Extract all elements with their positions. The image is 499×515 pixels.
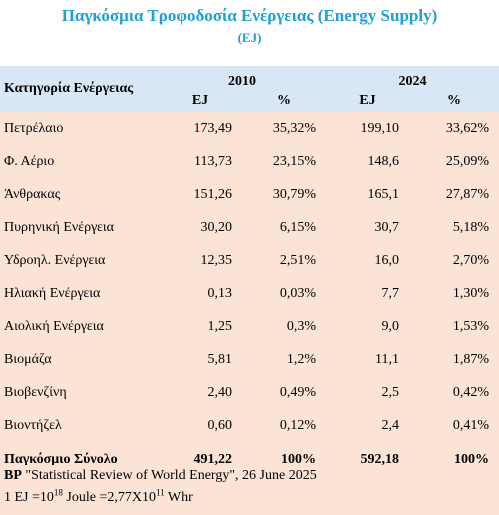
row-ej-2010: 113,73 (194, 153, 232, 169)
pct-2010-header: % (277, 93, 291, 108)
conversion-part-a: 1 EJ =10 (4, 490, 54, 505)
row-ej-2024: 165,1 (367, 186, 400, 202)
table-row: Υδροηλ. Ενέργεια 12,35 2,51% 16,0 2,70% (0, 244, 499, 277)
year-2010-header: 2010 (228, 74, 256, 89)
row-pct-2024: 33,62% (445, 120, 489, 136)
row-ej-2010: 1,25 (207, 318, 233, 334)
row-pct-2024: 0,41% (452, 417, 489, 433)
row-pct-2010: 0,3% (286, 318, 316, 334)
row-ej-2024: 148,6 (367, 153, 400, 169)
row-ej-2024: 11,1 (375, 351, 399, 367)
row-name: Βιομάζα (4, 351, 52, 367)
total-pct-2010: 100% (281, 452, 316, 467)
table-row: Φ. Αέριο 113,73 23,15% 148,6 25,09% (0, 145, 499, 178)
row-pct-2010: 35,32% (272, 120, 316, 136)
table-row: Βιομάζα 5,81 1,2% 11,1 1,87% (0, 343, 499, 376)
row-name: Βιοβενζίνη (4, 384, 67, 400)
ej-2010-header: EJ (191, 93, 209, 108)
row-ej-2010: 0,60 (207, 417, 233, 433)
row-name: Φ. Αέριο (4, 153, 55, 169)
table-row: Πυρηνική Ενέργεια 30,20 6,15% 30,7 5,18% (0, 211, 499, 244)
row-pct-2010: 30,79% (272, 186, 316, 202)
footer-notes: BP "Statistical Review of World Energy",… (0, 465, 499, 515)
row-ej-2010: 0,13 (207, 285, 233, 301)
row-pct-2010: 1,2% (286, 351, 316, 367)
row-pct-2024: 1,87% (452, 351, 489, 367)
header-row-years: Κατηγορία Ενέργειας 2010 2024 (0, 66, 499, 96)
table-row: Άνθρακας 151,26 30,79% 165,1 27,87% (0, 178, 499, 211)
category-header: Κατηγορία Ενέργειας (4, 81, 134, 96)
total-name: Παγκόσμιο Σύνολο (4, 452, 118, 467)
table-row: Αιολική Ενέργεια 1,25 0,3% 9,0 1,53% (0, 310, 499, 343)
row-ej-2010: 2,40 (207, 384, 233, 400)
row-name: Πυρηνική Ενέργεια (4, 219, 114, 235)
row-ej-2024: 30,7 (374, 219, 400, 235)
row-ej-2024: 199,10 (360, 120, 400, 136)
row-pct-2010: 23,15% (272, 153, 316, 169)
pct-2024-header: % (447, 93, 461, 108)
row-ej-2010: 5,81 (207, 351, 233, 367)
conversion-line: 1 EJ =1018 Joule =2,77X1011 Whr (4, 487, 499, 509)
row-pct-2024: 1,30% (452, 285, 489, 301)
total-ej-2010: 491,22 (193, 452, 233, 467)
row-ej-2024: 16,0 (374, 252, 400, 268)
conversion-exponent-1: 18 (53, 487, 63, 498)
table-row: Πετρέλαιο 173,49 35,32% 199,10 33,62% (0, 112, 499, 145)
total-pct-2024: 100% (454, 452, 489, 467)
row-name: Άνθρακας (4, 186, 61, 202)
table-row: Βιοβενζίνη 2,40 0,49% 2,5 0,42% (0, 376, 499, 409)
row-pct-2010: 6,15% (279, 219, 316, 235)
row-ej-2024: 9,0 (381, 318, 400, 334)
row-pct-2024: 1,53% (452, 318, 489, 334)
table-row: Ηλιακή Ενέργεια 0,13 0,03% 7,7 1,30% (0, 277, 499, 310)
conversion-exponent-2: 11 (155, 487, 165, 498)
row-ej-2010: 30,20 (200, 219, 233, 235)
row-ej-2024: 7,7 (381, 285, 400, 301)
row-ej-2010: 12,35 (200, 252, 233, 268)
row-pct-2024: 25,09% (445, 153, 489, 169)
row-pct-2010: 0,12% (279, 417, 316, 433)
row-name: Βιοντήζελ (4, 417, 62, 433)
row-pct-2024: 0,42% (452, 384, 489, 400)
row-pct-2010: 0,03% (279, 285, 316, 301)
conversion-part-b: Joule =2,77X10 (62, 490, 156, 505)
row-name: Αιολική Ενέργεια (4, 318, 104, 334)
row-ej-2024: 2,5 (381, 384, 400, 400)
conversion-part-c: Whr (164, 490, 193, 505)
row-ej-2024: 2,4 (381, 417, 400, 433)
row-pct-2024: 2,70% (452, 252, 489, 268)
row-pct-2010: 2,51% (279, 252, 316, 268)
year-2024-header: 2024 (398, 74, 427, 89)
source-line: BP "Statistical Review of World Energy",… (4, 465, 499, 487)
source-text: "Statistical Review of World Energy", 26… (25, 468, 317, 483)
row-pct-2024: 27,87% (445, 186, 489, 202)
row-pct-2010: 0,49% (279, 384, 316, 400)
table-row: Βιοντήζελ 0,60 0,12% 2,4 0,41% (0, 409, 499, 442)
row-name: Πετρέλαιο (4, 120, 64, 136)
total-ej-2024: 592,18 (360, 452, 400, 467)
page-subtitle: (EJ) (237, 30, 262, 45)
row-ej-2010: 173,49 (193, 120, 233, 136)
row-name: Υδροηλ. Ενέργεια (4, 252, 106, 268)
energy-table: Κατηγορία Ενέργειας 2010 2024 EJ % EJ % … (0, 66, 499, 478)
row-name: Ηλιακή Ενέργεια (4, 285, 101, 301)
source-org: BP (4, 468, 22, 483)
row-ej-2010: 151,26 (193, 186, 233, 202)
page-title: Παγκόσμια Τροφοδοσία Ενέργειας (Energy S… (61, 6, 438, 25)
row-pct-2024: 5,18% (452, 219, 489, 235)
ej-2024-header: EJ (359, 93, 376, 108)
